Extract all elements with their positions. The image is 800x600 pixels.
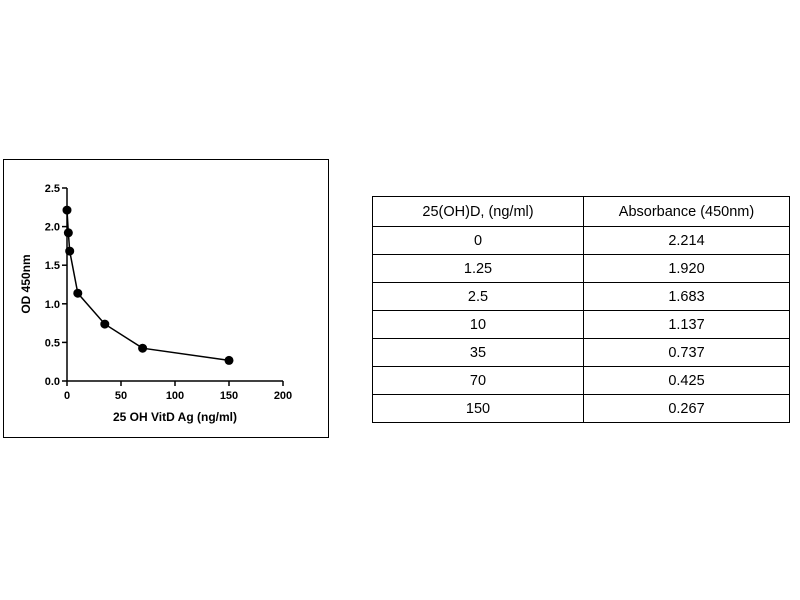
chart-panel: 0.0 0.5 1.0 1.5 2.0 2.5 0 50 100 150 200 25 OH Vi… (3, 159, 329, 438)
data-point (100, 319, 110, 329)
absorbance-cell: 0.737 (583, 338, 790, 367)
x-tick-label: 200 (274, 390, 292, 402)
x-tick-label: 150 (220, 390, 238, 402)
data-point (63, 228, 73, 238)
y-tick-label: 1.0 (45, 299, 60, 311)
y-tick-label: 0.5 (45, 337, 60, 349)
x-tick-label: 0 (64, 390, 70, 402)
data-point (62, 205, 72, 215)
absorbance-cell: 1.137 (583, 310, 790, 339)
concentration-cell: 150 (372, 394, 584, 423)
absorbance-cell: 1.683 (583, 282, 790, 311)
absorbance-table: 25(OH)D, (ng/ml) Absorbance (450nm) 0 2.2… (372, 196, 790, 423)
table-header-row: 25(OH)D, (ng/ml) Absorbance (450nm) (372, 196, 790, 227)
table-row: 35 0.737 (372, 338, 790, 367)
y-axis-title: OD 450nm (19, 254, 33, 313)
data-point (224, 355, 234, 365)
concentration-cell: 70 (372, 366, 584, 395)
absorbance-cell: 0.425 (583, 366, 790, 395)
table-row: 150 0.267 (372, 394, 790, 423)
x-tick-label: 100 (166, 390, 184, 402)
data-points (62, 205, 234, 365)
table-row: 2.5 1.683 (372, 282, 790, 311)
data-point (138, 343, 148, 353)
absorbance-cell: 2.214 (583, 226, 790, 255)
y-tick-label: 2.5 (45, 183, 60, 195)
y-axis-ticks: 0.0 0.5 1.0 1.5 2.0 2.5 (45, 183, 67, 388)
absorbance-cell: 1.920 (583, 254, 790, 283)
concentration-cell: 2.5 (372, 282, 584, 311)
x-axis-title: 25 OH VitD Ag (ng/ml) (113, 410, 237, 424)
x-axis-ticks: 0 50 100 150 200 (64, 381, 292, 402)
table-row: 0 2.214 (372, 226, 790, 255)
y-tick-label: 2.0 (45, 222, 60, 234)
header-absorbance: Absorbance (450nm) (583, 196, 790, 227)
x-tick-label: 50 (115, 390, 127, 402)
data-point (73, 288, 83, 298)
table-row: 1.25 1.920 (372, 254, 790, 283)
absorbance-cell: 0.267 (583, 394, 790, 423)
table-row: 70 0.425 (372, 366, 790, 395)
concentration-cell: 35 (372, 338, 584, 367)
y-tick-label: 0.0 (45, 376, 60, 388)
y-tick-label: 1.5 (45, 260, 60, 272)
concentration-cell: 0 (372, 226, 584, 255)
standard-curve-chart: 0.0 0.5 1.0 1.5 2.0 2.5 0 50 100 150 200 25 OH Vi… (19, 183, 292, 424)
concentration-cell: 10 (372, 310, 584, 339)
series-line (66, 210, 230, 362)
concentration-cell: 1.25 (372, 254, 584, 283)
table-body: 0 2.214 1.25 1.920 2.5 1.683 10 1.137 35 0.737 70 0… (372, 226, 790, 423)
data-point (65, 246, 75, 256)
table-row: 10 1.137 (372, 310, 790, 339)
header-concentration: 25(OH)D, (ng/ml) (372, 196, 584, 227)
